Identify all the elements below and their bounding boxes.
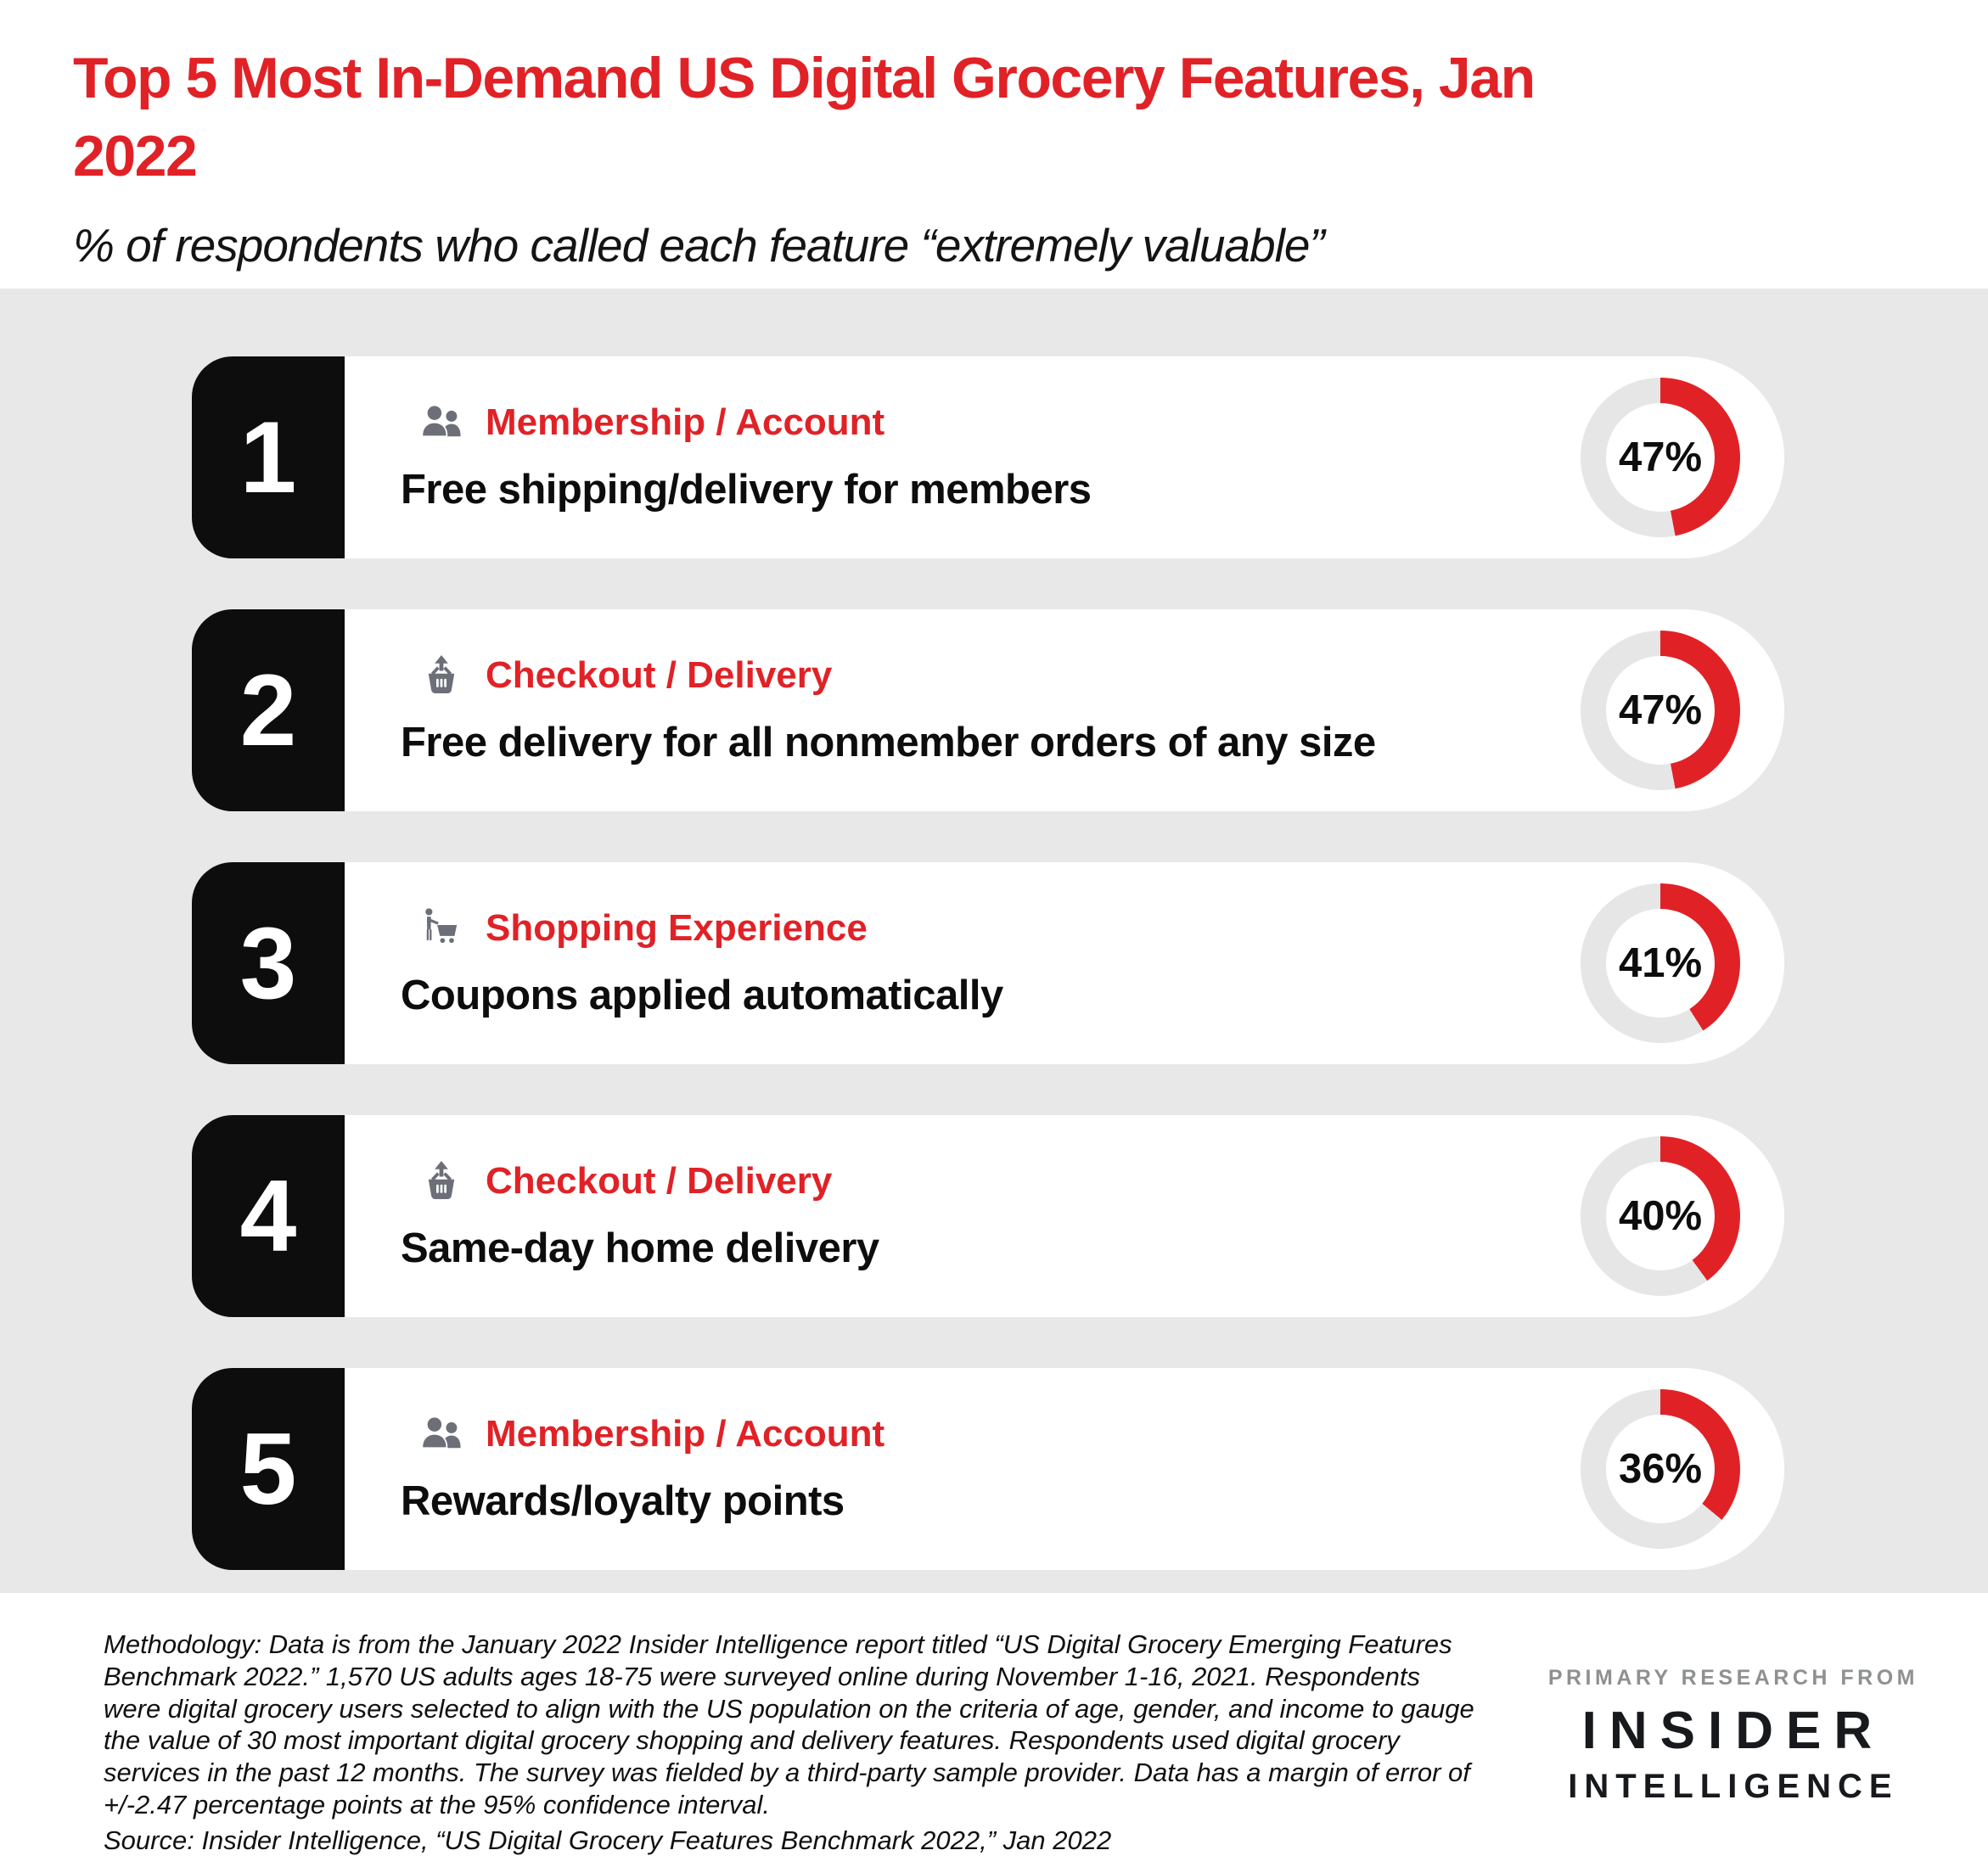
category-row: Checkout / Delivery [419, 654, 1581, 697]
source-text: Source: Insider Intelligence, “US Digita… [104, 1825, 1112, 1855]
feature-texts: Shopping Experience Coupons applied auto… [401, 907, 1581, 1019]
category-row: Membership / Account [419, 1413, 1581, 1455]
feature-texts: Checkout / Delivery Free delivery for al… [401, 654, 1581, 766]
basket-checkout-icon [419, 655, 463, 696]
chart-body: 1 Membership / Account Free shipping/del… [0, 289, 1988, 1593]
feature-card: Membership / Account Rewards/loyalty poi… [345, 1368, 1784, 1570]
logo-name-insider: INSIDER [1581, 1702, 1885, 1760]
category-label: Membership / Account [486, 401, 885, 443]
category-label: Checkout / Delivery [486, 654, 833, 696]
feature-label: Free shipping/delivery for members [401, 467, 1092, 513]
category-label: Checkout / Delivery [486, 1160, 833, 1202]
basket-checkout-icon [419, 1161, 463, 1202]
rank-badge: 1 [192, 356, 345, 558]
donut-chart: 41% [1581, 883, 1740, 1043]
feature-texts: Membership / Account Free shipping/deliv… [401, 401, 1581, 513]
footer-text-block: Methodology: Data is from the January 20… [104, 1629, 1479, 1867]
feature-card: Checkout / Delivery Free delivery for al… [345, 609, 1784, 811]
feature-row: 2 Checkout / Delivery Free delivery for … [192, 609, 1784, 811]
category-row: Shopping Experience [419, 907, 1581, 950]
feature-card: Shopping Experience Coupons applied auto… [345, 862, 1784, 1064]
logo-tagline: PRIMARY RESEARCH FROM [1547, 1666, 1918, 1690]
feature-row: 5 Membership / Account Rewards/loyalty p… [192, 1368, 1784, 1570]
donut-value: 47% [1618, 687, 1703, 733]
feature-texts: Checkout / Delivery Same-day home delive… [401, 1160, 1581, 1272]
chart-subtitle: % of respondents who called each feature… [73, 218, 1325, 272]
feature-label: Free delivery for all nonmember orders o… [401, 720, 1376, 765]
rank-badge: 3 [192, 862, 345, 1064]
donut-value: 36% [1618, 1446, 1703, 1492]
category-row: Membership / Account [419, 401, 1581, 444]
feature-row: 1 Membership / Account Free shipping/del… [192, 356, 1784, 558]
logo-name-intelligence: INTELLIGENCE [1568, 1768, 1899, 1805]
feature-card: Membership / Account Free shipping/deliv… [345, 356, 1784, 558]
donut-value: 41% [1618, 940, 1703, 986]
rank-badge: 4 [192, 1115, 345, 1317]
insider-intelligence-logo: PRIMARY RESEARCH FROM INSIDER INTELLIGEN… [1548, 1666, 1918, 1867]
feature-row: 4 Checkout / Delivery Same-day home deli… [192, 1115, 1784, 1317]
feature-card: Checkout / Delivery Same-day home delive… [345, 1115, 1784, 1317]
donut-value: 40% [1618, 1193, 1703, 1239]
people-icon [419, 1414, 463, 1455]
category-row: Checkout / Delivery [419, 1160, 1581, 1203]
feature-label: Coupons applied automatically [401, 973, 1003, 1018]
feature-label: Rewards/loyalty points [401, 1478, 845, 1524]
donut-value: 47% [1618, 435, 1703, 480]
header: Top 5 Most In-Demand US Digital Grocery … [0, 0, 1988, 272]
category-label: Membership / Account [486, 1413, 885, 1455]
rank-badge: 5 [192, 1368, 345, 1570]
feature-label: Same-day home delivery [401, 1225, 879, 1271]
chart-title: Top 5 Most In-Demand US Digital Grocery … [73, 46, 1536, 189]
donut-chart: 47% [1581, 631, 1740, 790]
methodology-text: Methodology: Data is from the January 20… [104, 1629, 1474, 1820]
footer: Methodology: Data is from the January 20… [0, 1593, 1988, 1867]
donut-chart: 47% [1581, 378, 1740, 537]
donut-chart: 36% [1581, 1389, 1740, 1549]
feature-row: 3 Shopping Experience Coupons applied au… [192, 862, 1784, 1064]
donut-chart: 40% [1581, 1136, 1740, 1296]
category-label: Shopping Experience [486, 907, 868, 949]
rank-badge: 2 [192, 609, 345, 811]
feature-texts: Membership / Account Rewards/loyalty poi… [401, 1413, 1581, 1525]
person-cart-icon [419, 908, 463, 949]
people-icon [419, 402, 463, 443]
